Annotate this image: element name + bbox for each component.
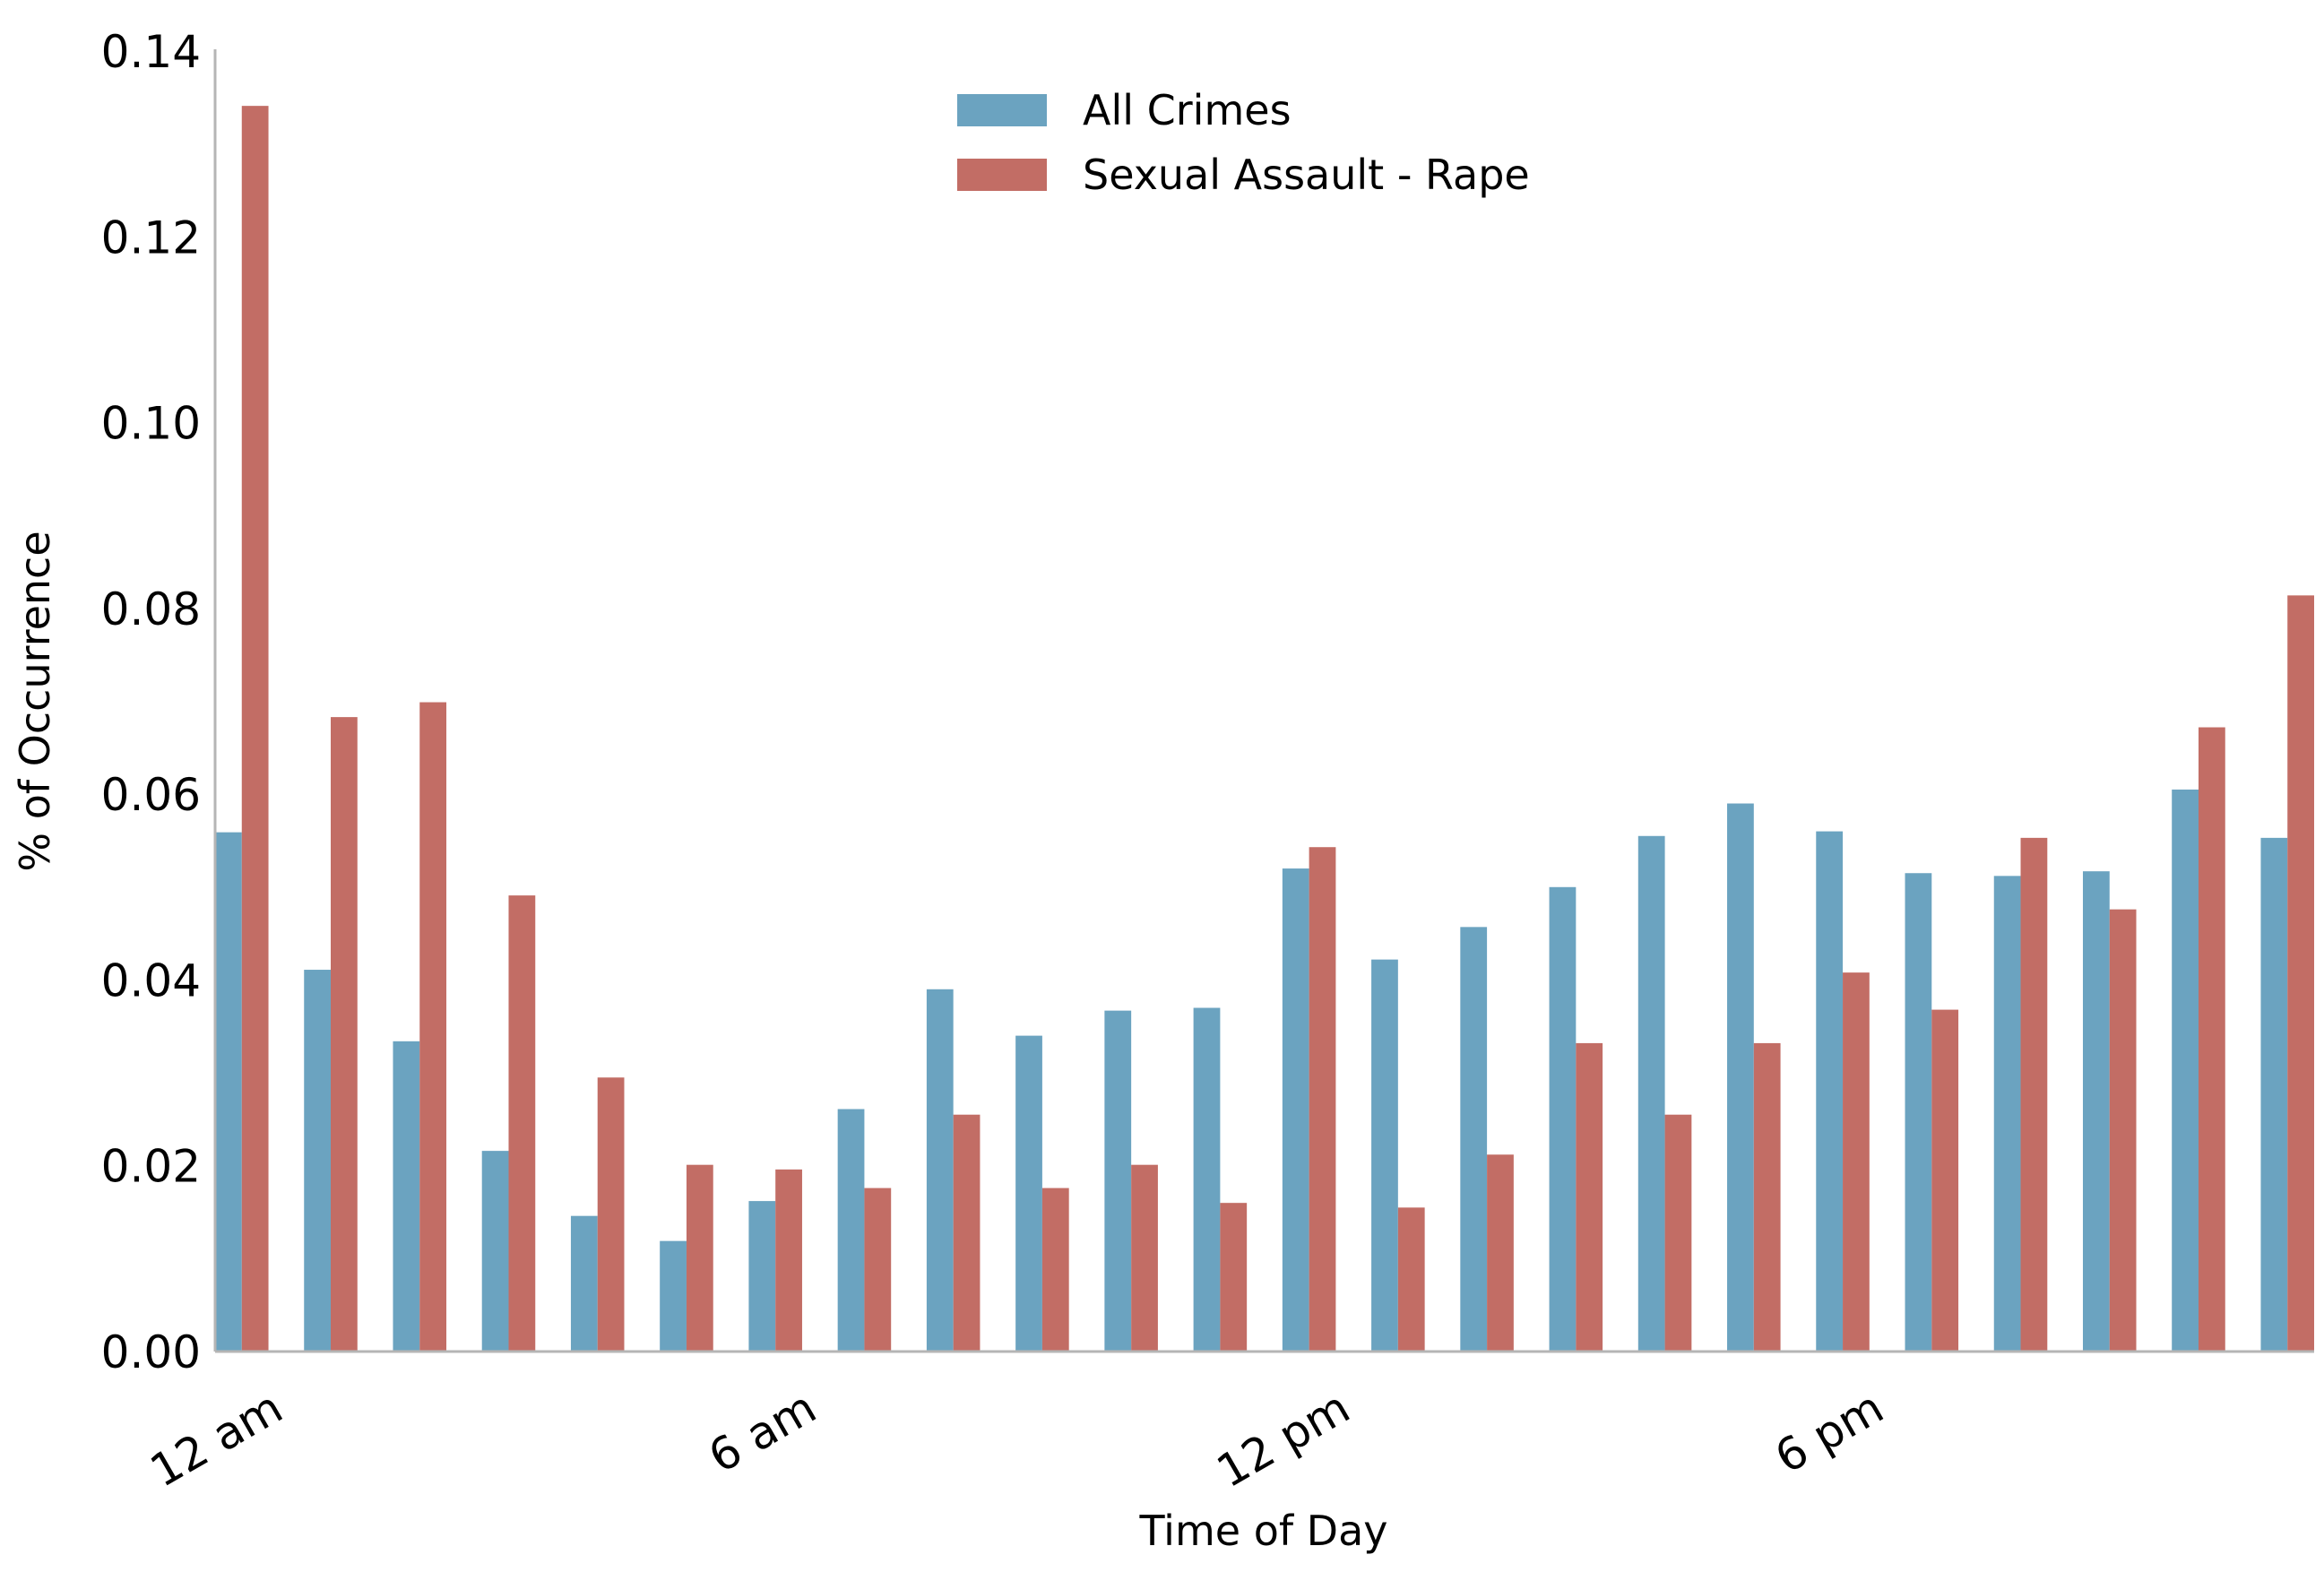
bar-all-crimes-1: [304, 970, 332, 1352]
bar-sexual-assault-rape-12: [1309, 847, 1336, 1352]
bar-sexual-assault-rape-20: [2020, 837, 2048, 1352]
bar-all-crimes-13: [1371, 959, 1398, 1352]
bar-all-crimes-10: [1104, 1010, 1132, 1352]
y-tick-label: 0.02: [101, 1141, 201, 1193]
bars-layer: [215, 106, 2314, 1352]
bar-sexual-assault-rape-17: [1753, 1042, 1781, 1352]
bar-all-crimes-20: [1993, 876, 2021, 1352]
bar-sexual-assault-rape-10: [1131, 1164, 1158, 1352]
bar-all-crimes-22: [2172, 789, 2199, 1352]
bar-all-crimes-15: [1549, 886, 1577, 1352]
x-tick-label: 12 pm: [1208, 1381, 1359, 1498]
y-tick-label: 0.08: [101, 583, 201, 635]
bar-sexual-assault-rape-22: [2198, 727, 2225, 1352]
bar-sexual-assault-rape-9: [1041, 1188, 1069, 1352]
x-tick-label: 12 am: [142, 1381, 291, 1498]
y-tick-label: 0.10: [101, 398, 201, 450]
bar-all-crimes-18: [1816, 831, 1844, 1352]
bar-all-crimes-11: [1193, 1007, 1221, 1352]
bar-all-crimes-14: [1460, 927, 1488, 1352]
legend-swatch-sexual-assault-rape: [957, 159, 1047, 191]
bar-sexual-assault-rape-2: [419, 702, 447, 1352]
bar-sexual-assault-rape-8: [953, 1114, 981, 1352]
bar-sexual-assault-rape-6: [775, 1169, 802, 1352]
bar-sexual-assault-rape-14: [1487, 1154, 1514, 1352]
y-tick-label: 0.04: [101, 954, 201, 1006]
x-axis-label: Time of Day: [1139, 1507, 1388, 1555]
bar-sexual-assault-rape-23: [2287, 595, 2314, 1352]
bar-sexual-assault-rape-13: [1397, 1207, 1425, 1352]
bar-all-crimes-17: [1727, 803, 1754, 1352]
x-tick-label: 6 am: [700, 1381, 825, 1483]
bar-all-crimes-6: [748, 1201, 776, 1352]
axes-layer: [213, 49, 2314, 1353]
bar-sexual-assault-rape-7: [864, 1188, 892, 1352]
bar-all-crimes-21: [2082, 871, 2110, 1352]
y-tick-label: 0.06: [101, 769, 201, 821]
bar-sexual-assault-rape-18: [1843, 972, 1870, 1352]
bar-sexual-assault-rape-5: [686, 1164, 713, 1352]
bar-all-crimes-4: [570, 1215, 598, 1352]
y-tick-label: 0.12: [101, 212, 201, 263]
bar-all-crimes-12: [1282, 868, 1309, 1352]
bar-sexual-assault-rape-21: [2109, 909, 2137, 1352]
bar-sexual-assault-rape-15: [1576, 1042, 1603, 1352]
bar-sexual-assault-rape-19: [1931, 1009, 1959, 1352]
bar-sexual-assault-rape-3: [508, 895, 536, 1352]
ticks-layer: 0.00 0.02 0.04 0.06 0.08 0.10 0.12 0.14 12 am 6 a…: [101, 26, 1892, 1498]
bar-all-crimes-0: [215, 832, 242, 1352]
bar-all-crimes-3: [481, 1151, 509, 1352]
bar-sexual-assault-rape-4: [597, 1077, 625, 1352]
x-tick-label: 6 pm: [1767, 1381, 1892, 1483]
legend-label-sexual-assault-rape: Sexual Assault - Rape: [1083, 151, 1530, 199]
y-tick-label: 0.00: [101, 1326, 201, 1378]
bar-all-crimes-9: [1015, 1035, 1042, 1352]
bar-all-crimes-7: [837, 1109, 865, 1352]
bar-all-crimes-8: [926, 989, 954, 1352]
bar-all-crimes-5: [660, 1240, 687, 1352]
legend-label-all-crimes: All Crimes: [1083, 86, 1292, 134]
bar-all-crimes-16: [1637, 835, 1665, 1352]
legend: All Crimes Sexual Assault - Rape: [957, 86, 1530, 199]
bar-all-crimes-23: [2260, 837, 2288, 1352]
legend-swatch-all-crimes: [957, 94, 1047, 126]
y-tick-label: 0.14: [101, 26, 201, 78]
bar-sexual-assault-rape-11: [1220, 1203, 1248, 1352]
bar-all-crimes-19: [1905, 873, 1932, 1352]
bar-sexual-assault-rape-0: [241, 106, 269, 1352]
y-axis-label: % of Occurrence: [11, 531, 59, 871]
bar-sexual-assault-rape-16: [1664, 1114, 1692, 1352]
bar-sexual-assault-rape-1: [331, 717, 358, 1352]
bar-all-crimes-2: [393, 1041, 420, 1352]
